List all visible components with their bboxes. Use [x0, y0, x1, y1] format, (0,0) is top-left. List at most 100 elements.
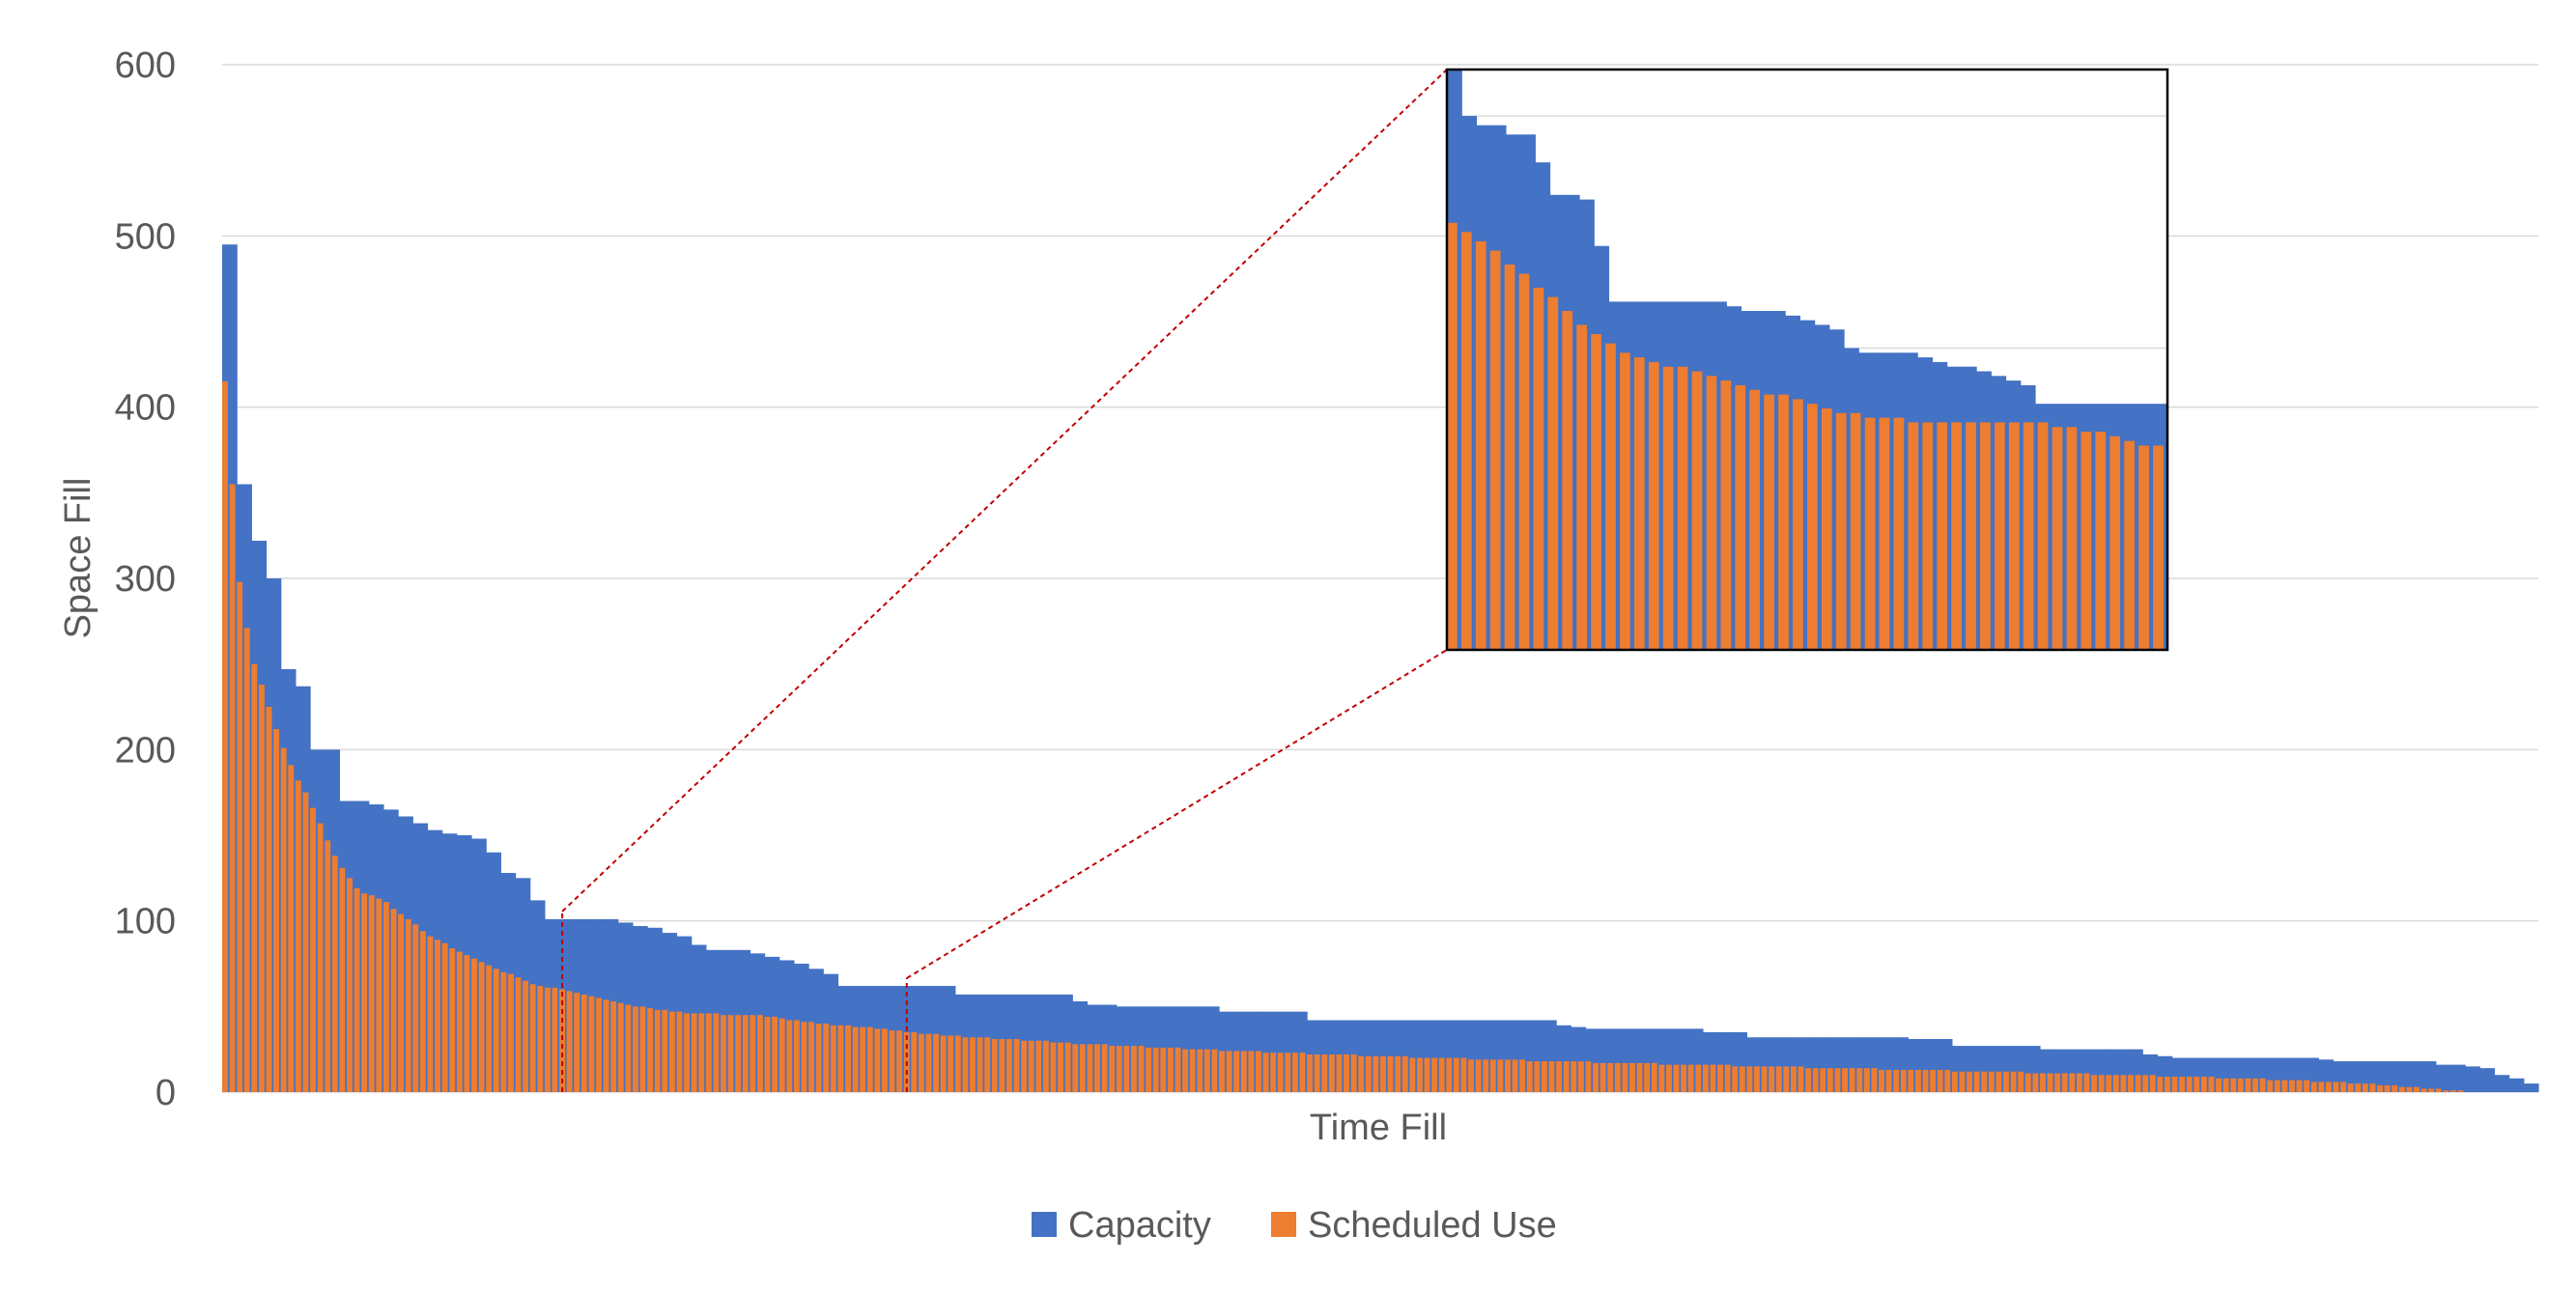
inset-scheduled-use-bar: [1677, 366, 1688, 650]
scheduled-use-bar: [2003, 1071, 2009, 1092]
capacity-bar: [1548, 1020, 1557, 1092]
scheduled-use-bar: [1826, 1068, 1833, 1092]
scheduled-use-bar: [852, 1026, 859, 1092]
capacity-bar: [1446, 1020, 1455, 1092]
scheduled-use-bar: [471, 958, 477, 1092]
y-tick-label: 500: [115, 216, 176, 257]
scheduled-use-bar: [478, 962, 485, 1092]
legend: Capacity Scheduled Use: [1032, 1205, 1557, 1246]
capacity-bar: [1944, 1039, 1953, 1092]
capacity-bar: [1937, 1039, 1945, 1092]
scheduled-use-bar: [610, 1001, 617, 1092]
scheduled-use-bar: [1673, 1064, 1680, 1092]
scheduled-use-bar: [507, 973, 514, 1092]
scheduled-use-bar: [1116, 1046, 1122, 1092]
capacity-bar: [1702, 1031, 1712, 1092]
scheduled-use-bar: [529, 984, 536, 1092]
capacity-bar: [2032, 1046, 2041, 1092]
scheduled-use-bar: [1526, 1061, 1533, 1092]
capacity-bar: [1769, 1037, 1777, 1092]
scheduled-use-bar: [1175, 1047, 1181, 1092]
scheduled-use-bar: [493, 969, 499, 1092]
inset-scheduled-use-bar: [1662, 366, 1674, 650]
capacity-bar: [2449, 1064, 2459, 1092]
zoom-inset: [1445, 68, 2169, 652]
scheduled-use-bar: [1593, 1062, 1599, 1092]
scheduled-use-bar: [1321, 1053, 1328, 1092]
capacity-bar: [1526, 1020, 1535, 1092]
scheduled-use-bar: [793, 1020, 800, 1092]
scheduled-use-bar: [266, 707, 272, 1092]
capacity-bar: [2392, 1061, 2400, 1092]
scheduled-use-bar: [2237, 1078, 2244, 1092]
scheduled-use-bar: [684, 1013, 691, 1092]
scheduled-use-bar: [735, 1015, 742, 1092]
scheduled-use-bar: [2259, 1078, 2266, 1092]
scheduled-use-bar: [1138, 1046, 1145, 1092]
scheduled-use-bar: [288, 765, 295, 1092]
scheduled-use-bar: [1519, 1059, 1526, 1092]
scheduled-use-bar: [1599, 1062, 1606, 1092]
scheduled-use-bar: [970, 1037, 976, 1092]
scheduled-use-bar: [1489, 1059, 1496, 1092]
scheduled-use-bar: [948, 1035, 954, 1092]
scheduled-use-bar: [347, 878, 353, 1092]
capacity-bar: [1775, 1037, 1784, 1092]
scheduled-use-bar: [2252, 1078, 2258, 1092]
scheduled-use-bar: [1622, 1062, 1628, 1092]
capacity-bar: [2516, 1078, 2525, 1092]
capacity-bar: [1534, 1020, 1543, 1092]
scheduled-use-bar: [1146, 1047, 1152, 1092]
scheduled-use-bar: [1123, 1046, 1130, 1092]
scheduled-use-bar: [2325, 1081, 2332, 1092]
scheduled-use-bar: [2083, 1073, 2090, 1092]
scheduled-use-bar: [756, 1015, 763, 1092]
capacity-bar: [1593, 1028, 1601, 1092]
capacity-bar: [2472, 1066, 2480, 1092]
scheduled-use-bar: [2304, 1080, 2310, 1092]
capacity-bar: [1622, 1028, 1630, 1092]
scheduled-use-bar: [382, 902, 389, 1092]
scheduled-use-bar: [1702, 1064, 1709, 1092]
scheduled-use-bar: [1344, 1053, 1349, 1092]
inset-scheduled-use-bar: [1633, 357, 1645, 650]
scheduled-use-bar: [1460, 1057, 1467, 1092]
capacity-bar: [1299, 1011, 1308, 1092]
scheduled-use-bar: [1064, 1042, 1071, 1092]
scheduled-use-bar: [2333, 1081, 2339, 1092]
scheduled-use-bar: [698, 1013, 705, 1092]
scheduled-use-bar: [1571, 1061, 1577, 1092]
capacity-bar: [2406, 1061, 2415, 1092]
scheduled-use-bar: [1805, 1068, 1812, 1092]
capacity-bar: [1291, 1011, 1301, 1092]
scheduled-use-bar: [1879, 1069, 1884, 1092]
capacity-bar: [1754, 1037, 1763, 1092]
scheduled-use-bar: [1255, 1051, 1261, 1092]
capacity-bar: [2362, 1061, 2371, 1092]
capacity-bar: [2010, 1046, 2019, 1092]
scheduled-use-bar: [273, 729, 280, 1092]
scheduled-use-bar: [1687, 1064, 1694, 1092]
scheduled-use-bar: [2245, 1078, 2251, 1092]
scheduled-use-bar: [1380, 1055, 1386, 1092]
scheduled-use-bar: [1812, 1068, 1819, 1092]
capacity-bar: [2274, 1057, 2282, 1092]
scheduled-use-bar: [1629, 1062, 1635, 1092]
capacity-bar: [2024, 1046, 2033, 1092]
scheduled-use-bar: [1775, 1066, 1782, 1092]
capacity-bar: [1732, 1031, 1741, 1092]
inset-scheduled-use-bar: [1908, 422, 1919, 650]
scheduled-use-bar: [1401, 1055, 1408, 1092]
capacity-bar: [1710, 1031, 1718, 1092]
scheduled-use-bar: [1021, 1040, 1028, 1092]
scheduled-use-bar: [1328, 1053, 1335, 1092]
scheduled-use-bar: [1746, 1066, 1753, 1092]
scheduled-use-bar: [1416, 1057, 1423, 1092]
inset-scheduled-use-bar: [1533, 287, 1544, 650]
capacity-bar: [1489, 1020, 1499, 1092]
capacity-bar: [1820, 1037, 1828, 1092]
scheduled-use-bar: [1585, 1061, 1592, 1092]
capacity-bar: [1519, 1020, 1528, 1092]
capacity-bar: [2164, 1055, 2173, 1092]
capacity-bar: [1761, 1037, 1769, 1092]
